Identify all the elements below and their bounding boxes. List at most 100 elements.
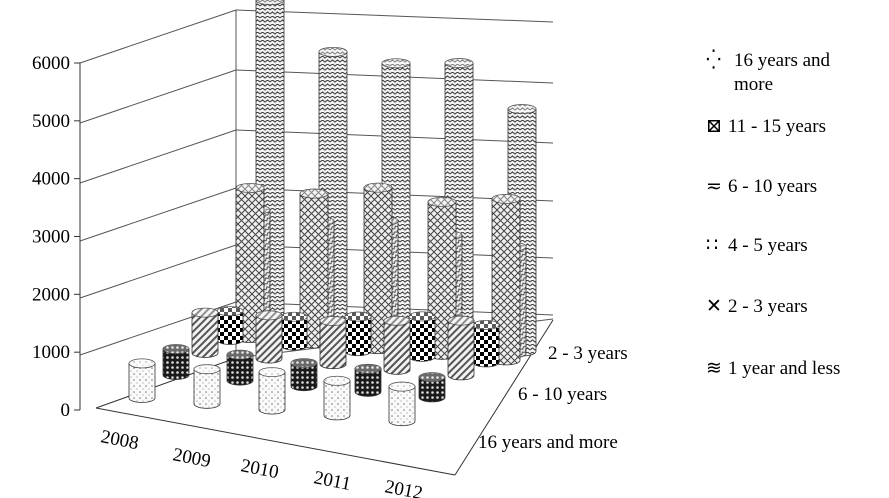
bar-top-highlight: [448, 316, 474, 326]
bar-body: [226, 354, 254, 386]
bar-top-highlight: [428, 197, 456, 207]
bar-top-highlight: [129, 358, 155, 368]
bar-top-highlight: [300, 189, 328, 199]
bar: [354, 363, 382, 397]
y-tick-label: 5000: [32, 111, 70, 132]
bar-top-highlight: [382, 58, 410, 68]
bar-top-highlight: [319, 47, 347, 57]
legend-swatch-icon: ⁛: [706, 49, 721, 71]
legend-swatch-icon: ≂: [706, 176, 722, 197]
x-tick-label: 2011: [312, 467, 353, 495]
bar-body: [418, 376, 446, 403]
y-tick-label: 6000: [32, 53, 70, 74]
bar-top-highlight: [445, 58, 473, 68]
bar-top: [290, 358, 318, 369]
legend-item: ⁛ 16 years and more: [706, 49, 831, 95]
x-tick-label: 2010: [239, 455, 280, 483]
bar: [408, 311, 436, 362]
bar-body: [319, 320, 347, 370]
bar: [319, 316, 347, 370]
legend-item: ≋ 1 year and less: [706, 358, 840, 379]
bar: [128, 358, 156, 403]
legend-label: 2 - 3 years: [728, 296, 808, 317]
bar-top: [363, 182, 393, 193]
bar-top: [444, 58, 474, 68]
legend-item: ≂ 6 - 10 years: [706, 176, 817, 197]
bar: [193, 364, 221, 409]
bar-top-highlight: [409, 311, 435, 321]
depth-axis-line: [454, 319, 554, 476]
bar-top: [162, 344, 190, 354]
gridline-3000: [79, 187, 237, 242]
series-axis-label: 16 years and more: [478, 432, 618, 453]
bar-top: [193, 364, 221, 375]
bar-body: [128, 362, 156, 403]
bar-body: [216, 310, 244, 345]
bar: [191, 307, 219, 358]
x-tick-label: 2008: [99, 426, 140, 454]
y-tick-label: 2000: [32, 284, 70, 305]
bar-top: [323, 375, 351, 386]
legend-label: 1 year and less: [728, 358, 840, 379]
x-axis: 2008 2009 2010 2011 2012: [99, 426, 424, 498]
bar: [290, 358, 318, 392]
gridline-2000: [79, 244, 237, 299]
bar: [491, 193, 521, 366]
y-axis: 0 1000 2000 3000 4000 5000 6000: [32, 53, 80, 421]
bar: [447, 315, 475, 381]
series-axis-label: 2 - 3 years: [548, 343, 628, 364]
bar-body: [191, 312, 219, 358]
bars: [128, 0, 537, 427]
bar-top: [418, 372, 446, 383]
bar-top-highlight: [364, 183, 392, 193]
bar-top-highlight: [281, 312, 307, 322]
bar-body: [258, 371, 286, 415]
legend-swatch-icon: ≋: [706, 358, 722, 379]
bar: [344, 311, 372, 357]
y-tick-label: 3000: [32, 227, 70, 248]
bar-top: [427, 196, 457, 207]
bar-top-highlight: [320, 316, 346, 326]
legend-item: ⊠ 11 - 15 years: [706, 116, 826, 137]
back-grid-6000: [235, 9, 554, 23]
bar-top: [383, 315, 411, 326]
bar-top-highlight: [384, 316, 410, 326]
bar-top-highlight: [227, 350, 253, 360]
legend-swatch-icon: ⊠: [706, 116, 722, 137]
bar-top-highlight: [508, 104, 536, 114]
bar-body: [323, 380, 351, 421]
bar-body: [162, 348, 190, 380]
bar-top-highlight: [194, 364, 220, 374]
bar-top: [507, 104, 537, 114]
bar-top-highlight: [236, 183, 264, 193]
bar: [323, 375, 351, 421]
bar: [255, 310, 283, 364]
bar-body: [280, 316, 308, 351]
bar-top: [318, 46, 348, 57]
bar-top-highlight: [473, 320, 499, 330]
bar-body: [447, 320, 475, 381]
bar-top-highlight: [256, 310, 282, 320]
bar-top: [344, 311, 372, 322]
bar-top-highlight: [345, 312, 371, 322]
bar-top: [255, 0, 285, 6]
y-tick-label: 0: [61, 400, 71, 421]
legend-label: 4 - 5 years: [728, 235, 808, 256]
bar-top-highlight: [291, 358, 317, 368]
bar-top: [235, 183, 265, 193]
bar-top: [191, 307, 219, 318]
bar-top: [319, 316, 347, 326]
legend-swatch-icon: ✕: [706, 296, 722, 317]
bar: [383, 315, 411, 375]
y-tick-label: 1000: [32, 342, 70, 363]
series-axis: 2 - 3 years 6 - 10 years 16 years and more: [478, 343, 628, 453]
bar: [418, 372, 446, 403]
bar-top: [354, 363, 382, 374]
bar-body: [193, 368, 221, 409]
bar-body: [354, 368, 382, 397]
legend-item: ✕ 2 - 3 years: [706, 296, 808, 317]
bar: [162, 344, 190, 380]
bar-top: [408, 311, 436, 322]
bar-top: [381, 58, 411, 69]
